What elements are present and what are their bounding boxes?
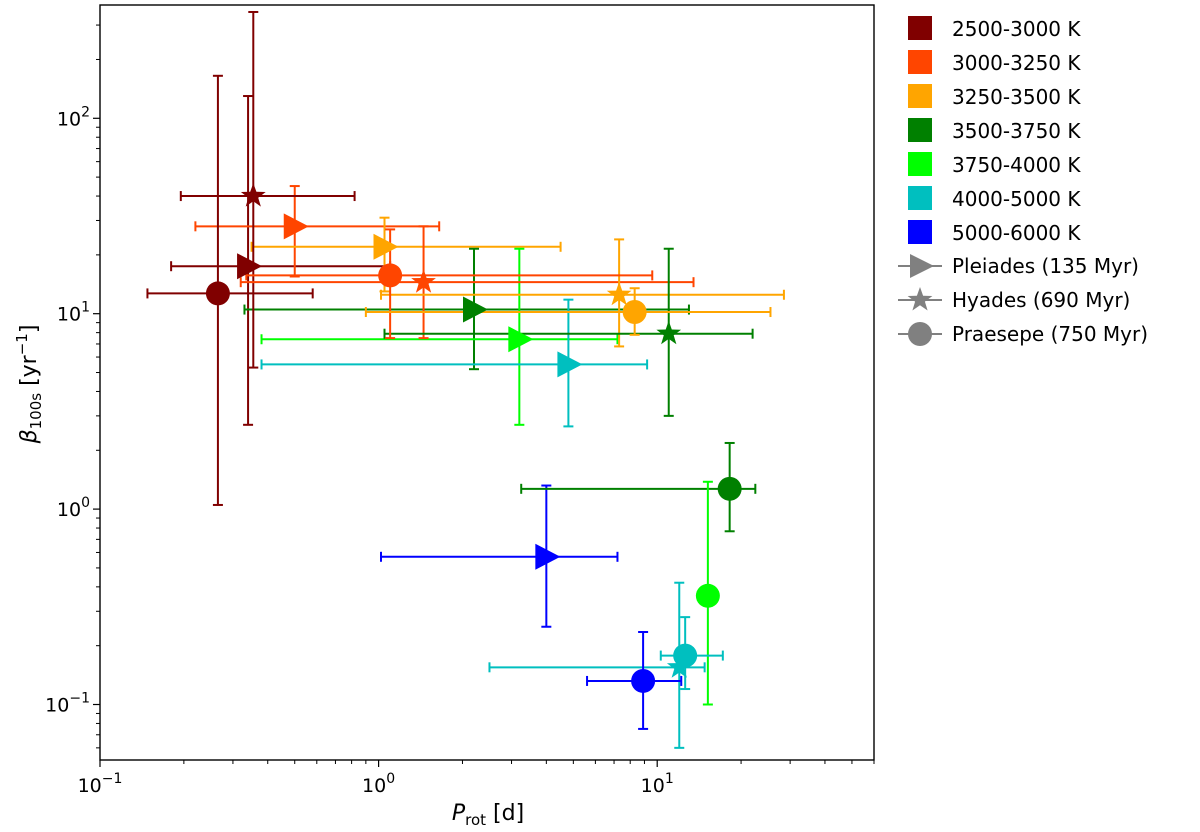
data-point-praesepe-4000-5000 [673, 643, 698, 668]
markers [205, 183, 742, 693]
triangle-marker-icon [910, 254, 934, 278]
data-point-pleiades-2500-3000 [237, 253, 263, 280]
data-point-pleiades-3500-3750 [463, 296, 489, 323]
axes-frame [99, 4, 875, 761]
legend-label: 3500-3750 K [952, 119, 1081, 143]
x-tick-label: 10−1 [78, 771, 123, 797]
data-point-praesepe-3750-4000 [695, 583, 720, 608]
legend-label: 5000-6000 K [952, 221, 1081, 245]
x-axis: 10−1 100 101 [78, 760, 875, 797]
x-tick-label: 101 [641, 771, 674, 797]
legend-swatch [908, 118, 932, 142]
legend-label: 3250-3500 K [952, 85, 1081, 109]
data-point-praesepe-5000-6000 [631, 668, 656, 693]
legend-label: Pleiades (135 Myr) [952, 254, 1139, 278]
data-point-hyades-3250-3500 [606, 281, 632, 306]
data-point-pleiades-3250-3500 [373, 233, 399, 260]
legend-item-praesepe: Praesepe (750 Myr) [898, 322, 1148, 346]
y-axis-label: β100s [yr−1] [13, 325, 45, 445]
data-point-praesepe-3500-3750 [717, 476, 742, 501]
data-point-praesepe-3000-3250 [378, 263, 403, 288]
legend-item-3250-3500: 3250-3500 K [908, 84, 1081, 109]
data-point-hyades-2500-3000 [240, 183, 266, 207]
y-tick-label: 10−1 [45, 691, 90, 717]
y-tick-label: 102 [57, 104, 90, 130]
legend-swatch [908, 50, 932, 74]
y-tick-label: 101 [57, 300, 90, 326]
error-bars [146, 10, 785, 749]
star-marker-icon [907, 287, 933, 311]
legend-label: Hyades (690 Myr) [952, 288, 1130, 312]
y-axis: 10−1 100 101 102 [45, 24, 100, 749]
legend-item-4000-5000: 4000-5000 K [908, 186, 1081, 211]
legend-item-3750-4000: 3750-4000 K [908, 152, 1081, 177]
x-tick-label: 100 [362, 771, 395, 797]
legend-label: 4000-5000 K [952, 187, 1081, 211]
y-tick-label: 100 [57, 495, 90, 521]
legend-swatch [908, 152, 932, 176]
legend-swatch [908, 16, 932, 40]
data-point-pleiades-3750-4000 [508, 326, 534, 353]
legend-swatch [908, 186, 932, 210]
legend-label: 3750-4000 K [952, 153, 1081, 177]
legend-item-3000-3250: 3000-3250 K [908, 50, 1081, 75]
legend-label: 2500-3000 K [952, 17, 1081, 41]
data-point-hyades-3000-3250 [411, 269, 436, 293]
legend: 2500-3000 K 3000-3250 K 3250-3500 K 3500… [898, 16, 1148, 346]
legend-label: Praesepe (750 Myr) [952, 322, 1148, 346]
data-point-praesepe-2500-3000 [205, 281, 230, 306]
data-point-praesepe-3250-3500 [622, 300, 647, 325]
data-point-pleiades-5000-6000 [535, 543, 561, 570]
legend-item-pleiades: Pleiades (135 Myr) [898, 254, 1139, 278]
legend-item-3500-3750: 3500-3750 K [908, 118, 1081, 143]
x-axis-label: Prot [d] [452, 801, 524, 829]
circle-marker-icon [908, 322, 932, 346]
legend-item-hyades: Hyades (690 Myr) [898, 287, 1130, 312]
plot-area [99, 4, 875, 761]
legend-swatch [908, 220, 932, 244]
legend-swatch [908, 84, 932, 108]
data-point-hyades-4000-5000 [666, 654, 692, 678]
legend-label: 3000-3250 K [952, 51, 1081, 75]
data-point-hyades-3500-3750 [656, 320, 682, 345]
data-point-pleiades-3000-3250 [283, 213, 309, 240]
legend-item-5000-6000: 5000-6000 K [908, 220, 1081, 245]
data-point-pleiades-4000-5000 [557, 351, 583, 378]
legend-item-2500-3000: 2500-3000 K [908, 16, 1081, 41]
